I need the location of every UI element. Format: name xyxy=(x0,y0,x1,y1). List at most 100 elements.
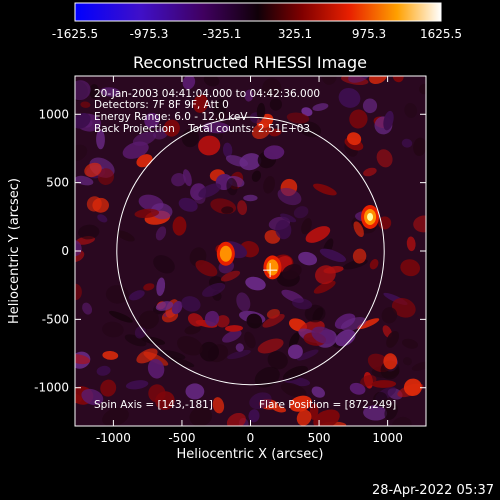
emission-blob xyxy=(122,141,149,159)
emission-blob xyxy=(263,145,285,160)
emission-blob xyxy=(134,326,146,339)
y-tick-label: 0 xyxy=(61,244,69,258)
emission-blob xyxy=(319,248,346,263)
x-axis-ticks: -1000 -500 0 500 1000 xyxy=(96,76,403,445)
emission-blob xyxy=(153,255,175,274)
emission-blob xyxy=(263,176,276,194)
emission-blob xyxy=(116,230,135,242)
emission-blob xyxy=(401,138,413,148)
emission-blob xyxy=(198,183,222,198)
flare-position-label: Flare Position = [872,249] xyxy=(259,399,396,411)
colorbar-tick-label: -975.3 xyxy=(130,27,169,41)
emission-blob xyxy=(181,296,201,312)
emission-blob xyxy=(193,94,209,113)
emission-blob xyxy=(313,183,337,196)
emission-blob xyxy=(108,310,133,323)
emission-blob xyxy=(225,325,243,332)
emission-blob xyxy=(182,76,196,90)
emission-blob xyxy=(184,325,201,335)
emission-blob xyxy=(75,354,91,365)
emission-blob xyxy=(362,98,378,114)
emission-blob xyxy=(147,358,165,379)
emission-blob xyxy=(349,382,366,395)
colorbar-tick-label: 975.3 xyxy=(352,27,386,41)
emission-blob xyxy=(401,338,419,349)
annotation-method: Back Projection Total counts: 2.51E+03 xyxy=(94,123,310,135)
emission-blob xyxy=(141,336,166,345)
emission-blob xyxy=(383,110,394,131)
emission-blob xyxy=(172,216,187,236)
emission-blob xyxy=(311,386,325,398)
emission-blob xyxy=(402,357,412,366)
emission-blob xyxy=(376,149,393,168)
emission-blob xyxy=(363,167,377,177)
emission-blob xyxy=(97,168,115,185)
emission-blob xyxy=(353,221,364,238)
emission-blob xyxy=(296,349,319,361)
emission-blob xyxy=(288,332,300,349)
emission-blob xyxy=(369,76,388,84)
emission-blob xyxy=(311,326,335,344)
emission-blob xyxy=(97,214,108,223)
x-tick-label: -500 xyxy=(168,431,195,445)
emission-blob xyxy=(171,301,183,315)
emission-blob xyxy=(269,98,283,111)
x-axis-title: Heliocentric X (arcsec) xyxy=(177,447,324,462)
annotation-energy: Energy Range: 6.0 - 12.0 keV xyxy=(94,111,248,123)
emission-blob xyxy=(75,144,88,162)
emission-blob xyxy=(181,128,200,148)
emission-blob xyxy=(169,357,195,368)
emission-blob xyxy=(129,290,145,301)
emission-blob xyxy=(75,80,91,101)
emission-blob xyxy=(185,383,205,400)
emission-blob xyxy=(187,313,204,327)
emission-blob xyxy=(203,76,220,87)
emission-blob xyxy=(381,307,398,324)
emission-blob xyxy=(102,321,124,338)
x-tick-label: -1000 xyxy=(96,431,131,445)
x-tick-label: 0 xyxy=(247,431,255,445)
emission-blob xyxy=(204,310,220,327)
emission-blob xyxy=(298,251,318,266)
emission-blob xyxy=(155,301,174,311)
emission-blob xyxy=(143,283,155,291)
emission-blob xyxy=(84,162,102,178)
emission-blob xyxy=(81,388,104,406)
emission-blob xyxy=(289,395,312,412)
emission-blob xyxy=(384,403,398,420)
spin-axis-marker xyxy=(263,263,278,278)
emission-blob xyxy=(189,406,213,426)
emission-blob xyxy=(275,219,292,240)
emission-blob xyxy=(176,336,203,356)
emission-blob xyxy=(269,128,282,137)
emission-blob xyxy=(96,365,111,376)
colorbar xyxy=(74,2,442,22)
emission-blob xyxy=(227,349,251,360)
emission-blob xyxy=(244,331,256,349)
emission-blob xyxy=(237,200,248,215)
emission-blob xyxy=(235,343,244,352)
emission-blob xyxy=(221,206,234,214)
emission-blob xyxy=(257,338,284,354)
emission-blob xyxy=(338,87,361,108)
emission-blob xyxy=(386,330,400,348)
emission-blob xyxy=(292,298,313,310)
emission-blob xyxy=(244,89,254,102)
emission-blob xyxy=(75,283,82,301)
emission-blob xyxy=(82,302,93,315)
emission-blob xyxy=(346,132,362,146)
emission-blob xyxy=(92,197,109,213)
emission-blob xyxy=(134,208,160,219)
x-tick-label: 1000 xyxy=(372,431,403,445)
emission-blob xyxy=(252,122,271,140)
y-axis-title: Heliocentric Y (arcsec) xyxy=(7,178,22,324)
emission-blob xyxy=(102,407,129,426)
emission-blob xyxy=(155,391,175,410)
emission-blob xyxy=(249,392,272,410)
emission-blob xyxy=(312,103,329,112)
y-axis-ticks: -1000 -500 0 500 1000 xyxy=(34,107,426,395)
emission-blob xyxy=(125,380,149,390)
emission-blob xyxy=(413,137,426,156)
emission-blob xyxy=(323,266,344,274)
